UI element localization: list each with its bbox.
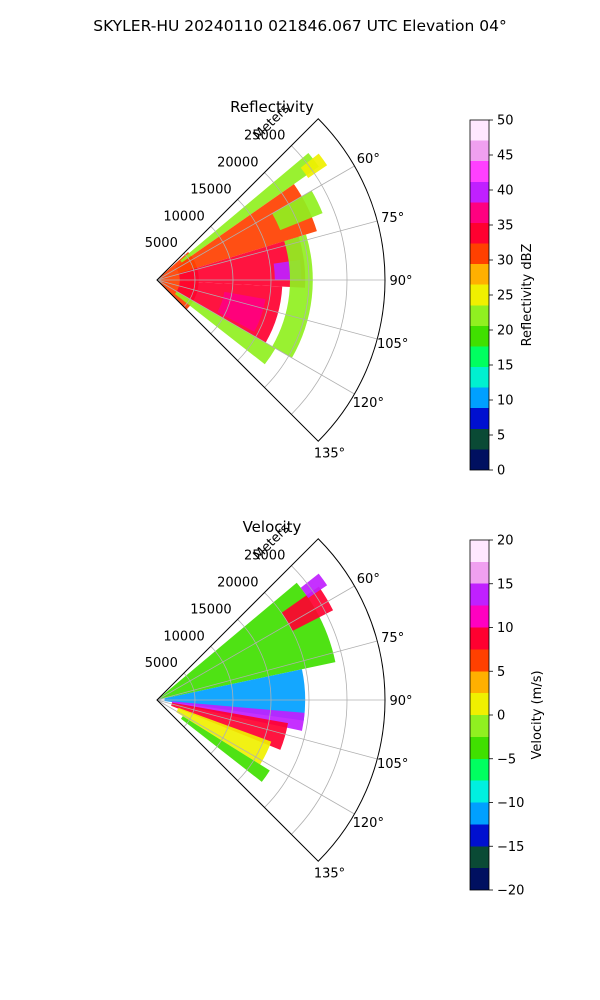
reflectivity-sector-outline: [156, 118, 386, 442]
velocity-azimuth-tick-label: 60°: [357, 572, 380, 587]
reflectivity-colorbar-tick-label: 25: [497, 289, 514, 304]
reflectivity-colorbar-bar: [469, 119, 490, 471]
velocity-colorbar-tick-label: 0: [497, 709, 505, 724]
reflectivity-radial-ticks: 5000 10000 15000 20000 25000: [145, 129, 286, 251]
reflectivity-grid: [156, 118, 386, 442]
reflectivity-colorbar-label: Reflectivity dBZ: [520, 244, 535, 347]
reflectivity-colorbar-tick-label: 20: [497, 324, 514, 339]
velocity-colorbar-bar: [469, 539, 490, 891]
velocity-title: Velocity: [243, 518, 302, 536]
reflectivity-colorbar-tick-label: 10: [497, 394, 514, 409]
reflectivity-colorbar-tick-label: 30: [497, 254, 514, 269]
velocity-colorbar-tick-label: 5: [497, 665, 505, 680]
velocity-colorbar-tick-label: −15: [497, 840, 524, 855]
reflectivity-azimuth-ticks: 60° 75° 90° 105° 120° 135°: [314, 152, 413, 462]
velocity-data-region: [164, 669, 306, 721]
reflectivity-azimuth-spoke: [156, 279, 355, 395]
reflectivity-azimuth-tick-label: 120°: [353, 396, 384, 411]
figure-title: SKYLER-HU 20240110 021846.067 UTC Elevat…: [93, 17, 507, 35]
velocity-colorbar-tick-label: −5: [497, 752, 516, 767]
reflectivity-colorbar-tick-label: 40: [497, 184, 514, 199]
reflectivity-radial-tick-label: 15000: [190, 182, 231, 197]
reflectivity-colorbar-tick-label: 0: [497, 464, 505, 479]
velocity-azimuth-tick-label: 105°: [377, 757, 408, 772]
velocity-azimuth-tick-label: 135°: [314, 867, 345, 882]
reflectivity-data-region: [272, 234, 313, 358]
velocity-panel: Velocity 5000 10000 15000 20000 25000 60° 75°…: [145, 518, 413, 882]
velocity-grid: [156, 538, 386, 862]
reflectivity-azimuth-spoke: [156, 279, 378, 340]
reflectivity-azimuth-spoke: [156, 165, 355, 281]
velocity-radial-tick-label: 5000: [145, 656, 178, 671]
velocity-azimuth-spoke: [156, 699, 378, 760]
reflectivity-colorbar-ticks: 0 5 10 15 20 25 30 35 40 45 50: [489, 114, 514, 479]
reflectivity-data-region: [300, 153, 328, 179]
reflectivity-azimuth-tick-label: 135°: [314, 447, 345, 462]
velocity-azimuth-spoke: [156, 699, 355, 815]
reflectivity-azimuth-tick-label: 105°: [377, 337, 408, 352]
reflectivity-panel: Reflectivity 5000 10000 15000 20000 25000 60…: [145, 98, 413, 462]
reflectivity-data-region: [180, 152, 319, 263]
reflectivity-colorbar-tick-label: 5: [497, 429, 505, 444]
velocity-colorbar-tick-label: −20: [497, 884, 524, 899]
reflectivity-radial-tick-label: 20000: [217, 156, 258, 171]
reflectivity-title: Reflectivity: [230, 98, 314, 116]
reflectivity-radial-tick-label: 25000: [244, 129, 285, 144]
velocity-radial-tick-label: 20000: [217, 576, 258, 591]
reflectivity-radial-tick-label: 5000: [145, 236, 178, 251]
reflectivity-colorbar-tick-label: 15: [497, 359, 514, 374]
velocity-colorbar: −20 −15 −10 −5 0 5 10 15 20 Velocity (m/s): [469, 534, 545, 899]
velocity-colorbar-tick-label: −10: [497, 796, 524, 811]
velocity-colorbar-tick-label: 20: [497, 534, 514, 549]
reflectivity-data-region: [178, 236, 306, 288]
velocity-data-region: [300, 573, 328, 599]
velocity-azimuth-tick-label: 90°: [389, 694, 412, 709]
velocity-sector-outline: [156, 538, 386, 862]
velocity-azimuth-spoke: [156, 640, 378, 701]
reflectivity-azimuth-tick-label: 60°: [357, 152, 380, 167]
reflectivity-colorbar-tick-label: 35: [497, 219, 514, 234]
reflectivity-field: [157, 152, 328, 365]
velocity-azimuth-spoke: [156, 585, 355, 701]
velocity-data-region: [180, 716, 270, 782]
velocity-azimuth-ticks: 60° 75° 90° 105° 120° 135°: [314, 572, 413, 882]
velocity-colorbar-tick-label: 15: [497, 577, 514, 592]
velocity-field: [157, 573, 336, 782]
velocity-azimuth-tick-label: 75°: [381, 631, 404, 646]
velocity-colorbar-ticks: −20 −15 −10 −5 0 5 10 15 20: [489, 534, 524, 899]
reflectivity-azimuth-spoke: [156, 220, 378, 281]
velocity-data-region: [281, 586, 334, 631]
velocity-colorbar-label: Velocity (m/s): [530, 670, 545, 759]
velocity-colorbar-tick-label: 10: [497, 621, 514, 636]
reflectivity-radial-tick-label: 10000: [163, 209, 204, 224]
reflectivity-colorbar: 0 5 10 15 20 25 30 35 40 45 50 Reflectivity dBZ: [469, 114, 535, 479]
velocity-radial-ticks: 5000 10000 15000 20000 25000: [145, 549, 286, 671]
reflectivity-data-region: [272, 190, 323, 231]
velocity-radial-tick-label: 25000: [244, 549, 285, 564]
reflectivity-azimuth-tick-label: 75°: [381, 211, 404, 226]
reflectivity-azimuth-tick-label: 90°: [389, 274, 412, 289]
reflectivity-colorbar-tick-label: 45: [497, 149, 514, 164]
reflectivity-data-region: [217, 291, 266, 332]
velocity-radial-tick-label: 15000: [190, 602, 231, 617]
velocity-azimuth-tick-label: 120°: [353, 816, 384, 831]
reflectivity-colorbar-tick-label: 50: [497, 114, 514, 129]
velocity-radial-tick-label: 10000: [163, 629, 204, 644]
